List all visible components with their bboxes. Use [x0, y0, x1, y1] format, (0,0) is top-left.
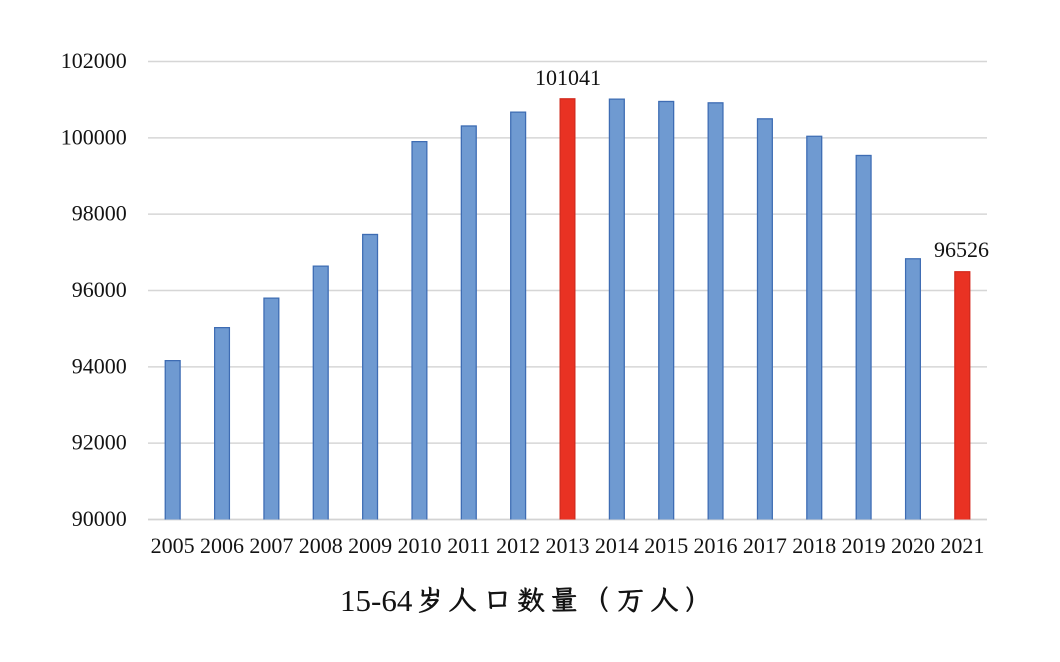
svg-text:102000: 102000	[61, 48, 127, 73]
svg-text:2013: 2013	[546, 533, 590, 558]
svg-text:96000: 96000	[72, 277, 127, 302]
svg-text:2006: 2006	[200, 533, 244, 558]
svg-text:2015: 2015	[644, 533, 688, 558]
svg-text:98000: 98000	[72, 201, 127, 226]
svg-text:15-64: 15-64	[340, 583, 413, 618]
svg-text:96526: 96526	[934, 237, 989, 262]
svg-text:2012: 2012	[496, 533, 540, 558]
svg-text:2019: 2019	[842, 533, 886, 558]
svg-text:2021: 2021	[940, 533, 984, 558]
svg-text:94000: 94000	[72, 353, 127, 378]
svg-text:2016: 2016	[694, 533, 738, 558]
svg-text:101041: 101041	[535, 65, 601, 90]
svg-text:2014: 2014	[595, 533, 639, 558]
svg-text:90000: 90000	[72, 506, 127, 531]
svg-text:2018: 2018	[792, 533, 836, 558]
svg-text:100000: 100000	[61, 124, 127, 149]
svg-text:2017: 2017	[743, 533, 787, 558]
svg-text:2020: 2020	[891, 533, 935, 558]
svg-text:2009: 2009	[348, 533, 392, 558]
svg-text:2008: 2008	[299, 533, 343, 558]
svg-text:2010: 2010	[397, 533, 441, 558]
svg-text:2007: 2007	[249, 533, 293, 558]
svg-text:92000: 92000	[72, 430, 127, 455]
svg-text:2005: 2005	[151, 533, 195, 558]
svg-text:2011: 2011	[447, 533, 490, 558]
